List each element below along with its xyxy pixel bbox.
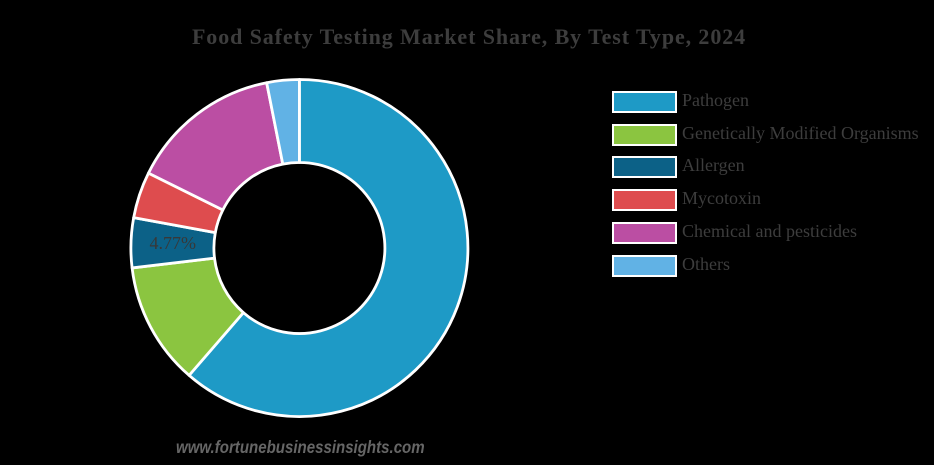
svg-text:4.77%: 4.77% [150, 233, 197, 253]
